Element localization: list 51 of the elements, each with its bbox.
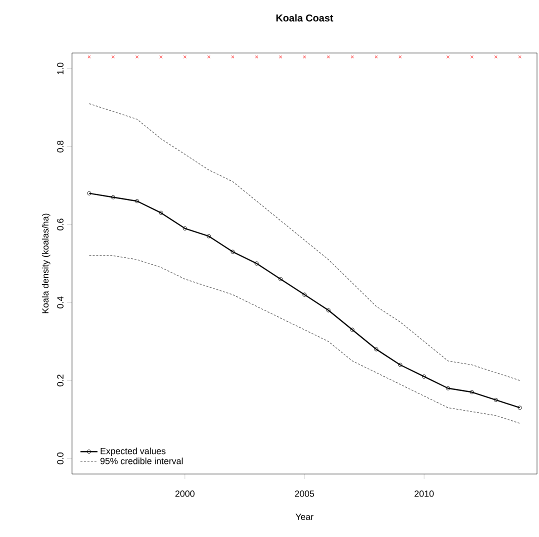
point [183, 55, 186, 58]
x-tick-label: 2005 [294, 490, 314, 497]
point [231, 55, 234, 58]
point [136, 55, 139, 58]
y-tick-label: 0.2 [57, 374, 64, 386]
y-axis-title: Koala density (koalas/ha) [42, 214, 50, 314]
point [446, 386, 450, 390]
x-axis-title: Year [296, 514, 314, 520]
y-tick-label: 0.8 [57, 140, 64, 152]
point [135, 199, 140, 204]
point [302, 55, 306, 58]
point [350, 328, 354, 332]
line-series [88, 103, 520, 381]
point [494, 55, 498, 58]
point [470, 55, 474, 58]
point [278, 277, 283, 282]
legend-label: Expected values [100, 448, 166, 456]
point [207, 55, 210, 58]
point [254, 261, 259, 266]
point [494, 398, 498, 402]
point [158, 210, 164, 215]
x-tick-label: 2000 [175, 490, 195, 497]
point [206, 234, 211, 238]
line-series [88, 255, 520, 424]
x-tick-label: 2010 [414, 490, 434, 497]
point [350, 55, 354, 58]
point [182, 226, 187, 230]
point [112, 55, 115, 58]
legend-label: 95% credible interval [100, 458, 183, 464]
point [470, 390, 474, 394]
point [326, 55, 330, 58]
point [422, 374, 426, 379]
chart-title: Koala Coast [276, 14, 334, 22]
point [326, 308, 330, 312]
point [279, 55, 282, 58]
point [398, 362, 402, 367]
point [159, 55, 162, 58]
y-tick-label: 0.4 [57, 296, 64, 308]
point [374, 55, 378, 58]
point [302, 292, 307, 297]
y-tick-label: 0.0 [57, 452, 64, 464]
point [230, 250, 235, 254]
point [398, 55, 402, 58]
point [446, 55, 450, 58]
point [255, 55, 258, 58]
y-tick-label: 0.6 [57, 218, 64, 230]
point [88, 55, 91, 58]
point [111, 195, 116, 200]
point [374, 347, 378, 352]
y-tick-label: 1.0 [57, 62, 64, 74]
point [518, 55, 522, 58]
